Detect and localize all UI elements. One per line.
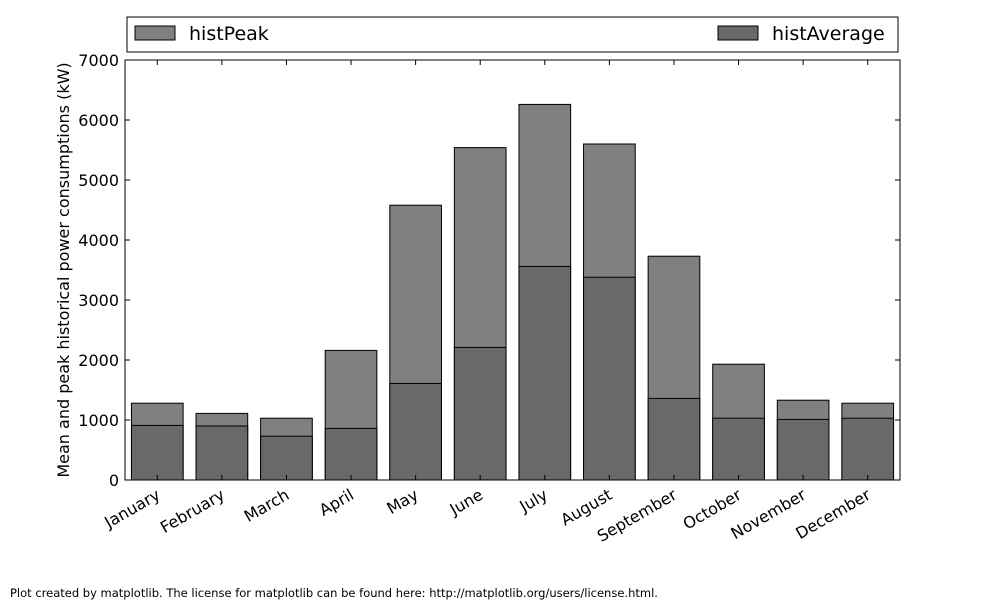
bar-histaverage-april	[324, 427, 378, 481]
y-tick-label: 0	[109, 471, 119, 490]
legend-swatch-histaverage	[717, 25, 759, 41]
legend-label-histpeak: histPeak	[189, 23, 269, 45]
y-tick-label: 3000	[78, 291, 119, 310]
bar-histaverage-july	[518, 265, 572, 481]
bar-histaverage-may	[389, 382, 442, 481]
bars	[130, 103, 895, 481]
bar-histaverage-october	[712, 417, 765, 481]
y-tick-label: 4000	[78, 231, 119, 250]
bar-histaverage-september	[647, 397, 701, 481]
legend-swatch-histpeak	[134, 25, 176, 41]
x-tick-label-may: May	[383, 485, 421, 518]
bar-histaverage-january	[130, 424, 184, 481]
y-tick-label: 6000	[78, 111, 119, 130]
x-tick-label-march: March	[241, 485, 293, 526]
x-tick-label-february: February	[157, 485, 228, 537]
x-tick-label-june: June	[446, 485, 487, 519]
bar-histaverage-november	[776, 418, 830, 481]
bar-histaverage-february	[195, 425, 249, 481]
x-tick-label-december: December	[792, 485, 874, 543]
bar-histaverage-march	[260, 435, 313, 481]
x-tick-label-april: April	[316, 485, 357, 520]
legend-frame	[126, 16, 899, 53]
bar-histaverage-june	[453, 346, 507, 481]
y-tick-label: 7000	[78, 51, 119, 70]
plot-frame	[124, 59, 901, 481]
bar-histaverage-december	[841, 417, 895, 481]
legend: histPeak histAverage	[126, 16, 899, 53]
x-tick-label-january: January	[100, 485, 163, 532]
y-tick-label: 2000	[78, 351, 119, 370]
footer-credit: Plot created by matplotlib. The license …	[10, 586, 658, 600]
legend-label-histaverage: histAverage	[772, 23, 885, 45]
bar-histaverage-august	[583, 276, 636, 481]
y-axis-label: Mean and peak historical power consumpti…	[54, 62, 73, 477]
y-tick-label: 1000	[78, 411, 119, 430]
x-tick-label-july: July	[516, 485, 551, 516]
y-tick-label: 5000	[78, 171, 119, 190]
y-ticks: 0 1000 2000 3000 4000 5000 6000 7000	[78, 51, 900, 490]
